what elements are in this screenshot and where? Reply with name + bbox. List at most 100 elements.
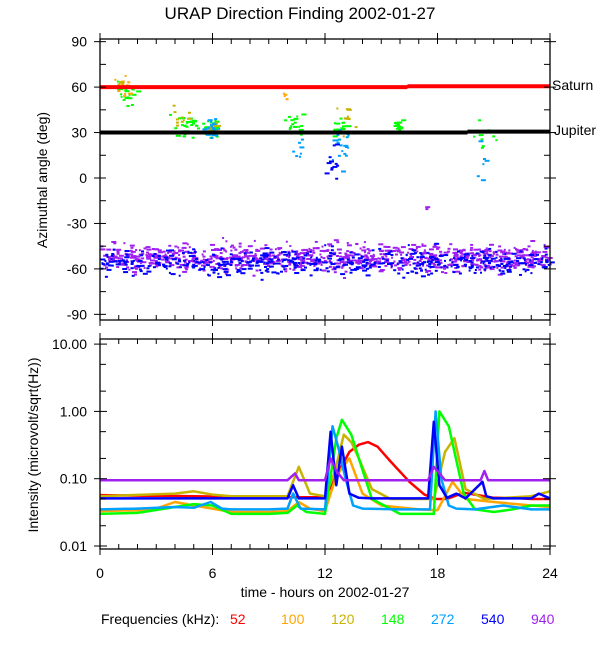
scatter-point-148khz [398, 129, 402, 132]
y-tick-label: -30 [67, 215, 87, 231]
scatter-point-940khz [141, 261, 147, 264]
scatter-point-940khz [423, 251, 427, 254]
scatter-point-940khz [546, 258, 550, 261]
scatter-point-148khz [298, 128, 304, 131]
scatter-point-940khz [151, 248, 155, 250]
scatter-point-940khz [397, 249, 401, 252]
y-tick-label: 1.00 [60, 403, 87, 419]
scatter-point-940khz [199, 267, 201, 270]
scatter-point-940khz [133, 255, 137, 258]
scatter-point-540khz [205, 259, 209, 262]
scatter-point-540khz [429, 260, 433, 263]
scatter-point-940khz [378, 270, 384, 273]
scatter-point-940khz [355, 260, 359, 263]
scatter-point-272khz [207, 119, 213, 122]
scatter-point-540khz [114, 260, 117, 263]
scatter-point-540khz [357, 257, 363, 260]
scatter-point-940khz [530, 256, 534, 259]
scatter-point-540khz [238, 262, 242, 265]
frequency-legend: Frequencies (kHz): 52 100 120 148 272 54… [101, 611, 554, 627]
scatter-point-540khz [177, 262, 180, 265]
scatter-point-540khz [327, 257, 331, 260]
scatter-point-540khz [336, 265, 339, 268]
scatter-point-540khz [146, 270, 152, 273]
scatter-point-540khz [526, 268, 530, 271]
scatter-point-940khz [153, 256, 159, 259]
scatter-point-940khz [344, 254, 348, 257]
scatter-point-540khz [169, 249, 174, 252]
scatter-point-272khz [298, 141, 301, 144]
scatter-point-940khz [188, 246, 191, 249]
scatter-point-940khz [209, 255, 213, 258]
scatter-point-940khz [470, 243, 474, 246]
scatter-point-540khz [488, 254, 492, 257]
scatter-point-540khz [340, 273, 346, 276]
scatter-point-540khz [365, 261, 369, 264]
scatter-point-540khz [422, 255, 425, 258]
scatter-point-100khz [282, 92, 285, 95]
scatter-point-940khz [210, 257, 213, 260]
scatter-point-540khz [490, 257, 496, 260]
scatter-point-940khz [437, 259, 443, 262]
scatter-point-540khz [199, 261, 202, 264]
scatter-point-148khz [293, 126, 297, 128]
scatter-point-100khz [124, 92, 127, 95]
scatter-point-540khz [463, 255, 466, 258]
scatter-point-940khz [125, 259, 128, 262]
scatter-point-940khz [484, 266, 488, 269]
scatter-point-540khz [470, 264, 474, 267]
scatter-point-540khz [133, 259, 135, 262]
scatter-point-540khz [342, 264, 346, 267]
scatter-point-940khz [531, 249, 534, 252]
scatter-point-272khz [218, 127, 221, 130]
scatter-point-540khz [460, 259, 463, 262]
scatter-point-540khz [377, 266, 381, 268]
scatter-point-540khz [363, 259, 369, 262]
scatter-point-540khz [530, 264, 534, 267]
intensity-line-940khz [100, 457, 550, 482]
scatter-point-540khz [131, 274, 135, 277]
scatter-point-940khz [116, 266, 120, 268]
scatter-point-540khz [468, 269, 471, 272]
scatter-point-940khz [502, 253, 505, 255]
scatter-point-540khz [410, 270, 414, 273]
scatter-point-148khz [117, 88, 121, 91]
scatter-point-940khz [168, 257, 174, 260]
scatter-point-940khz [322, 257, 326, 260]
scatter-point-540khz [123, 260, 129, 263]
scatter-point-940khz [333, 239, 339, 242]
scatter-point-540khz [495, 250, 498, 253]
scatter-point-148khz [480, 138, 484, 141]
scatter-point-540khz [475, 266, 479, 269]
scatter-point-148khz [290, 119, 294, 122]
scatter-point-540khz [230, 257, 236, 260]
scatter-point-940khz [344, 270, 348, 273]
scatter-point-540khz [468, 260, 472, 262]
scatter-point-940khz [254, 253, 257, 256]
scatter-point-940khz [385, 255, 388, 258]
scatter-point-540khz [192, 254, 196, 257]
scatter-point-540khz [254, 264, 260, 267]
legend-item-940: 940 [531, 611, 555, 627]
scatter-point-272khz [206, 127, 210, 130]
scatter-point-940khz [230, 249, 233, 252]
scatter-point-540khz [236, 257, 242, 260]
scatter-point-940khz [319, 249, 325, 252]
scatter-point-940khz [362, 246, 366, 249]
scatter-point-540khz [163, 256, 167, 259]
scatter-point-940khz [514, 263, 520, 266]
scatter-point-148khz [122, 98, 126, 101]
scatter-point-540khz [282, 258, 288, 261]
scatter-point-940khz [306, 258, 312, 260]
scatter-point-940khz [303, 261, 309, 264]
scatter-point-540khz [308, 262, 311, 265]
scatter-point-100khz [284, 93, 288, 96]
scatter-point-940khz [176, 266, 180, 269]
scatter-point-940khz [107, 257, 111, 260]
scatter-point-148khz [341, 128, 345, 131]
scatter-point-940khz [169, 264, 175, 267]
scatter-point-940khz [363, 241, 366, 244]
scatter-point-120khz [344, 117, 349, 120]
scatter-point-540khz [157, 258, 161, 261]
scatter-point-148khz [288, 127, 291, 130]
